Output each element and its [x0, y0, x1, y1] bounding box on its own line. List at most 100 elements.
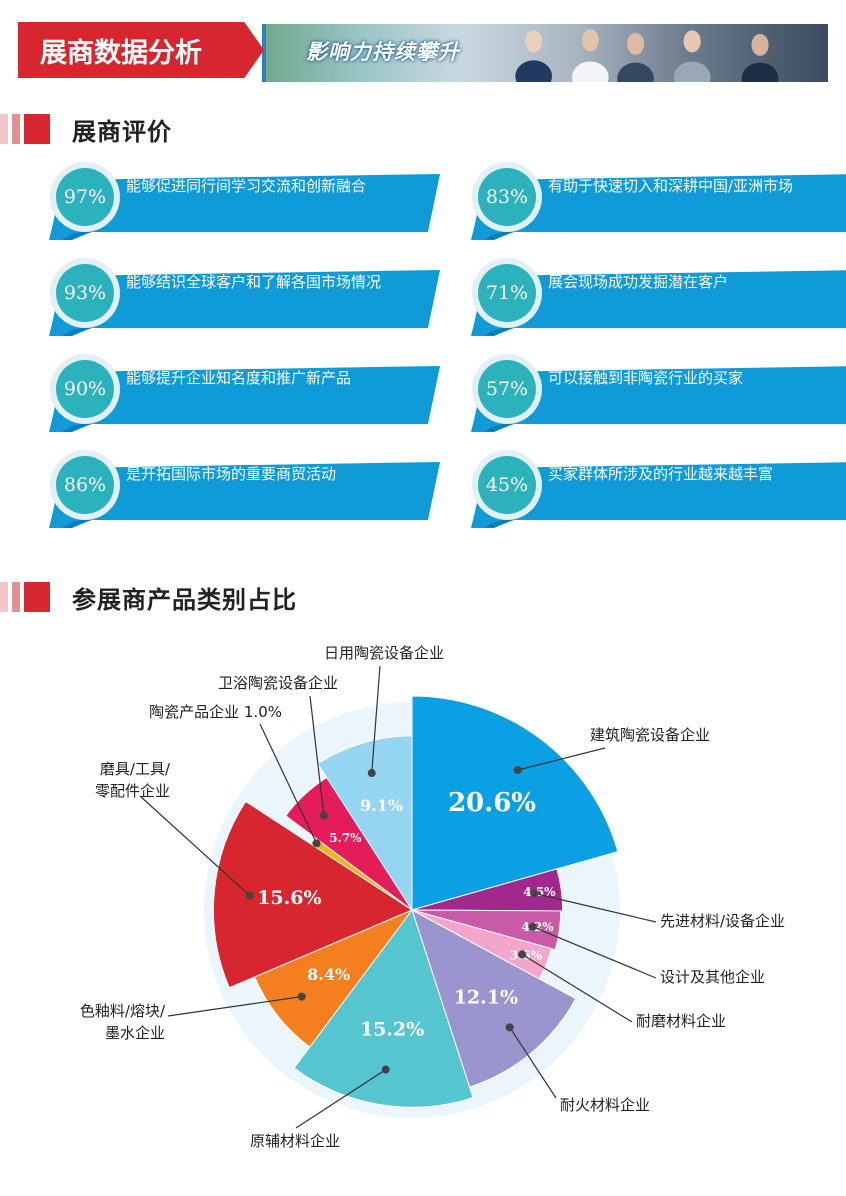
percent-value: 45%	[478, 456, 536, 514]
leader-dot	[312, 839, 321, 848]
leader-line	[534, 892, 657, 923]
percent-badge: 93%	[50, 258, 120, 328]
pie-slice	[212, 800, 414, 989]
slice-category-label: 耐火材料企业	[560, 1096, 650, 1114]
evaluation-ribbon	[470, 174, 846, 240]
pie-slice	[411, 868, 564, 912]
percent-badge: 57%	[472, 354, 542, 424]
evaluation-text: 能够促进同行间学习交流和创新融合	[126, 177, 367, 195]
header-slogan: 影响力持续攀升	[306, 40, 460, 64]
evaluation-card: 45% 买家群体所涉及的行业越来越丰富	[462, 448, 846, 528]
slice-percent-label: 3.6%	[510, 948, 543, 962]
header-photo	[262, 24, 828, 82]
evaluation-text: 可以接触到非陶瓷行业的买家	[548, 369, 744, 387]
section-title-category: 参展商产品类别占比	[0, 578, 297, 616]
evaluation-ribbon	[470, 366, 846, 432]
leader-dot	[245, 891, 254, 900]
leader-line	[167, 996, 302, 1017]
leader-dot	[513, 766, 522, 775]
category-rose-pie-chart: 20.6%4.5%4.2%3.6%12.1%15.2%8.4%15.6%5.7%…	[80, 644, 785, 1150]
page-title: 展商数据分析	[18, 22, 264, 78]
slice-percent-label: 15.2%	[360, 1019, 424, 1041]
percent-value: 71%	[478, 264, 536, 322]
leader-dot	[505, 1023, 514, 1032]
leader-dot	[367, 769, 376, 778]
percent-value: 86%	[56, 456, 114, 514]
evaluation-text: 是开拓国际市场的重要商贸活动	[126, 465, 337, 483]
slice-category-label: 耐磨材料企业	[636, 1012, 726, 1030]
evaluation-ribbon	[48, 174, 440, 240]
leader-line	[521, 953, 633, 1023]
slice-percent-label: 15.6%	[257, 887, 321, 909]
slice-category-label: 磨具/工具/	[100, 760, 171, 778]
leader-dot	[528, 922, 537, 931]
leader-dot	[297, 992, 306, 1001]
evaluation-text: 有助于快速切入和深耕中国/亚洲市场	[548, 177, 794, 195]
percent-badge: 86%	[50, 450, 120, 520]
leader-dot	[381, 1065, 390, 1074]
percent-badge: 83%	[472, 162, 542, 232]
evaluation-card: 93% 能够结识全球客户和了解各国市场情况	[40, 256, 440, 336]
pie-slice	[293, 908, 474, 1108]
pie-slice	[317, 735, 413, 912]
leader-line	[509, 1027, 557, 1099]
slice-category-label: 先进材料/设备企业	[660, 912, 785, 930]
evaluation-text: 买家群体所涉及的行业越来越丰富	[548, 465, 774, 483]
evaluation-text: 展会现场成功发掘潜在客户	[548, 273, 729, 291]
pie-slice	[411, 695, 619, 911]
leader-line	[309, 695, 325, 816]
pie-slice	[411, 908, 577, 1088]
slice-percent-label: 20.6%	[448, 788, 536, 818]
slice-percent-label: 12.1%	[454, 987, 518, 1009]
leader-dot	[530, 889, 539, 898]
evaluation-text: 能够结识全球客户和了解各国市场情况	[126, 273, 382, 291]
evaluation-ribbon	[48, 366, 440, 432]
section-title-evaluation: 展商评价	[0, 110, 172, 148]
leader-dot	[319, 811, 328, 820]
evaluation-card: 83% 有助于快速切入和深耕中国/亚洲市场	[462, 160, 846, 240]
evaluation-ribbon	[470, 270, 846, 336]
slice-category-label: 建筑陶瓷设备企业	[590, 726, 710, 744]
percent-value: 97%	[56, 168, 114, 226]
evaluation-card: 71% 展会现场成功发掘潜在客户	[462, 256, 846, 336]
evaluation-card: 97% 能够促进同行间学习交流和创新融合	[40, 160, 440, 240]
slice-category-label: 陶瓷产品企业 1.0%	[149, 703, 282, 721]
leader-line	[532, 926, 657, 979]
percent-badge: 71%	[472, 258, 542, 328]
leader-line	[139, 795, 251, 897]
header-divider	[262, 24, 266, 82]
leader-line	[517, 747, 606, 771]
percent-value: 83%	[478, 168, 536, 226]
pie-slice	[253, 908, 414, 1048]
leader-line	[295, 1069, 387, 1129]
page-title-text: 展商数据分析	[40, 37, 202, 69]
leader-dot	[518, 950, 527, 959]
section-title-text: 参展商产品类别占比	[72, 584, 297, 614]
slice-category-label: 零配件企业	[95, 782, 170, 800]
section-title-marker	[0, 114, 50, 144]
evaluation-ribbon	[48, 270, 440, 336]
percent-badge: 45%	[472, 450, 542, 520]
evaluation-ribbon	[470, 462, 846, 528]
leader-line	[371, 665, 381, 774]
percent-value: 57%	[478, 360, 536, 418]
slice-category-label: 原辅材料企业	[250, 1132, 340, 1150]
percent-value: 93%	[56, 264, 114, 322]
section-title-text: 展商评价	[72, 116, 172, 146]
slice-category-label: 墨水企业	[105, 1024, 165, 1042]
evaluation-ribbon	[48, 462, 440, 528]
evaluation-card: 90% 能够提升企业知名度和推广新产品	[40, 352, 440, 432]
evaluation-card: 86% 是开拓国际市场的重要商贸活动	[40, 448, 440, 528]
slice-percent-label: 8.4%	[307, 965, 350, 984]
evaluation-card: 57% 可以接触到非陶瓷行业的买家	[462, 352, 846, 432]
percent-badge: 97%	[50, 162, 120, 232]
evaluation-text: 能够提升企业知名度和推广新产品	[126, 369, 352, 387]
slice-category-label: 色釉料/熔块/	[80, 1002, 166, 1020]
slice-category-label: 日用陶瓷设备企业	[324, 644, 444, 662]
slice-category-label: 设计及其他企业	[660, 968, 765, 986]
slice-category-label: 卫浴陶瓷设备企业	[218, 674, 338, 692]
percent-value: 90%	[56, 360, 114, 418]
percent-badge: 90%	[50, 354, 120, 424]
slice-percent-label: 9.1%	[360, 796, 403, 815]
section-title-marker	[0, 582, 50, 612]
